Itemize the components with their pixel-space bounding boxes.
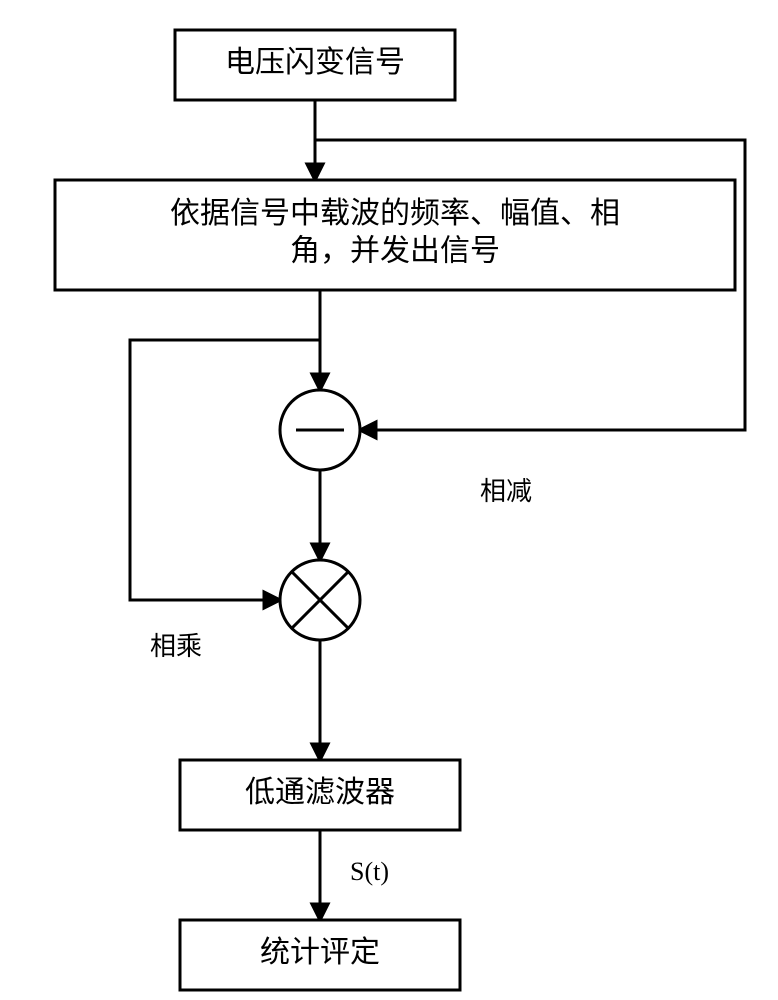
label-sub: 相减 <box>480 477 532 506</box>
op-sub <box>280 390 360 470</box>
box-input: 电压闪变信号 <box>175 30 455 100</box>
box-carrier-text: 角，并发出信号 <box>290 235 500 268</box>
box-input-text: 电压闪变信号 <box>225 46 405 79</box>
box-lpf: 低通滤波器 <box>180 760 460 830</box>
box-lpf-text: 低通滤波器 <box>245 776 395 809</box>
box-stat: 统计评定 <box>180 920 460 990</box>
box-carrier-text: 依据信号中载波的频率、幅值、相 <box>170 197 620 230</box>
op-mul <box>280 560 360 640</box>
label-mul: 相乘 <box>150 632 202 661</box>
connector <box>130 340 320 600</box>
box-stat-text: 统计评定 <box>260 936 380 969</box>
box-carrier: 依据信号中载波的频率、幅值、相角，并发出信号 <box>55 180 735 290</box>
label-s_t: S(t) <box>350 857 389 886</box>
